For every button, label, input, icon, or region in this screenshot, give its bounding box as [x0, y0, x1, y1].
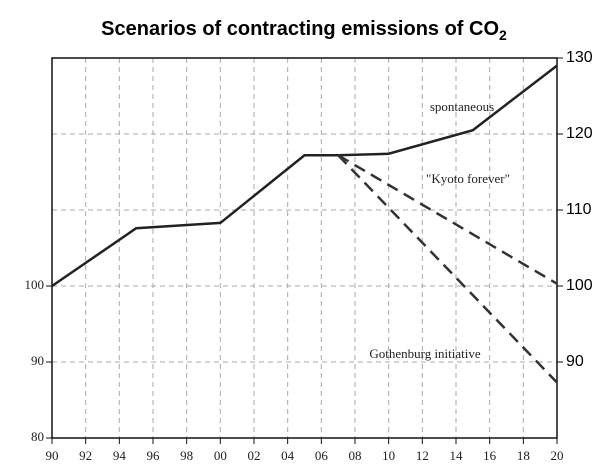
- plot-frame: [51, 57, 558, 439]
- x-tick-label: 06: [315, 448, 329, 463]
- x-tick-label: 20: [551, 448, 564, 463]
- x-tick-label: 04: [281, 448, 295, 463]
- x-tick-label: 94: [113, 448, 127, 463]
- x-tick-label: 14: [450, 448, 464, 463]
- y2-tick-label: 120: [566, 125, 593, 142]
- x-tick-label: 90: [46, 448, 59, 463]
- x-tick-label: 96: [147, 448, 161, 463]
- chart-title: Scenarios of contracting emissions of CO…: [101, 18, 507, 42]
- y2-tick-label: 100: [566, 277, 593, 294]
- x-tick-label: 12: [416, 448, 429, 463]
- series-label: "Kyoto forever": [426, 171, 510, 186]
- x-tick-label: 16: [483, 448, 497, 463]
- y-tick-label: 80: [31, 429, 44, 444]
- series-label: spontaneous: [430, 99, 494, 114]
- y2-tick-label: 90: [566, 353, 584, 370]
- x-tick-label: 08: [349, 448, 362, 463]
- y-tick-label: 90: [31, 353, 44, 368]
- x-tick-label: 02: [248, 448, 261, 463]
- y2-tick-label: 130: [566, 49, 593, 66]
- x-tick-label: 92: [79, 448, 92, 463]
- y2-tick-label: 110: [566, 201, 592, 218]
- title-text: Scenarios of contracting emissions of CO: [101, 18, 499, 40]
- series-line: [51, 64, 558, 288]
- x-tick-label: 98: [180, 448, 193, 463]
- series-label: Gothenburg initiative: [369, 346, 481, 361]
- x-tick-label: 18: [517, 448, 530, 463]
- y-tick-label: 100: [25, 277, 45, 292]
- x-tick-label: 10: [382, 448, 395, 463]
- series-line: [337, 154, 558, 384]
- x-tick-label: 00: [214, 448, 227, 463]
- title-subscript: 2: [499, 27, 507, 43]
- series-line: [337, 154, 558, 285]
